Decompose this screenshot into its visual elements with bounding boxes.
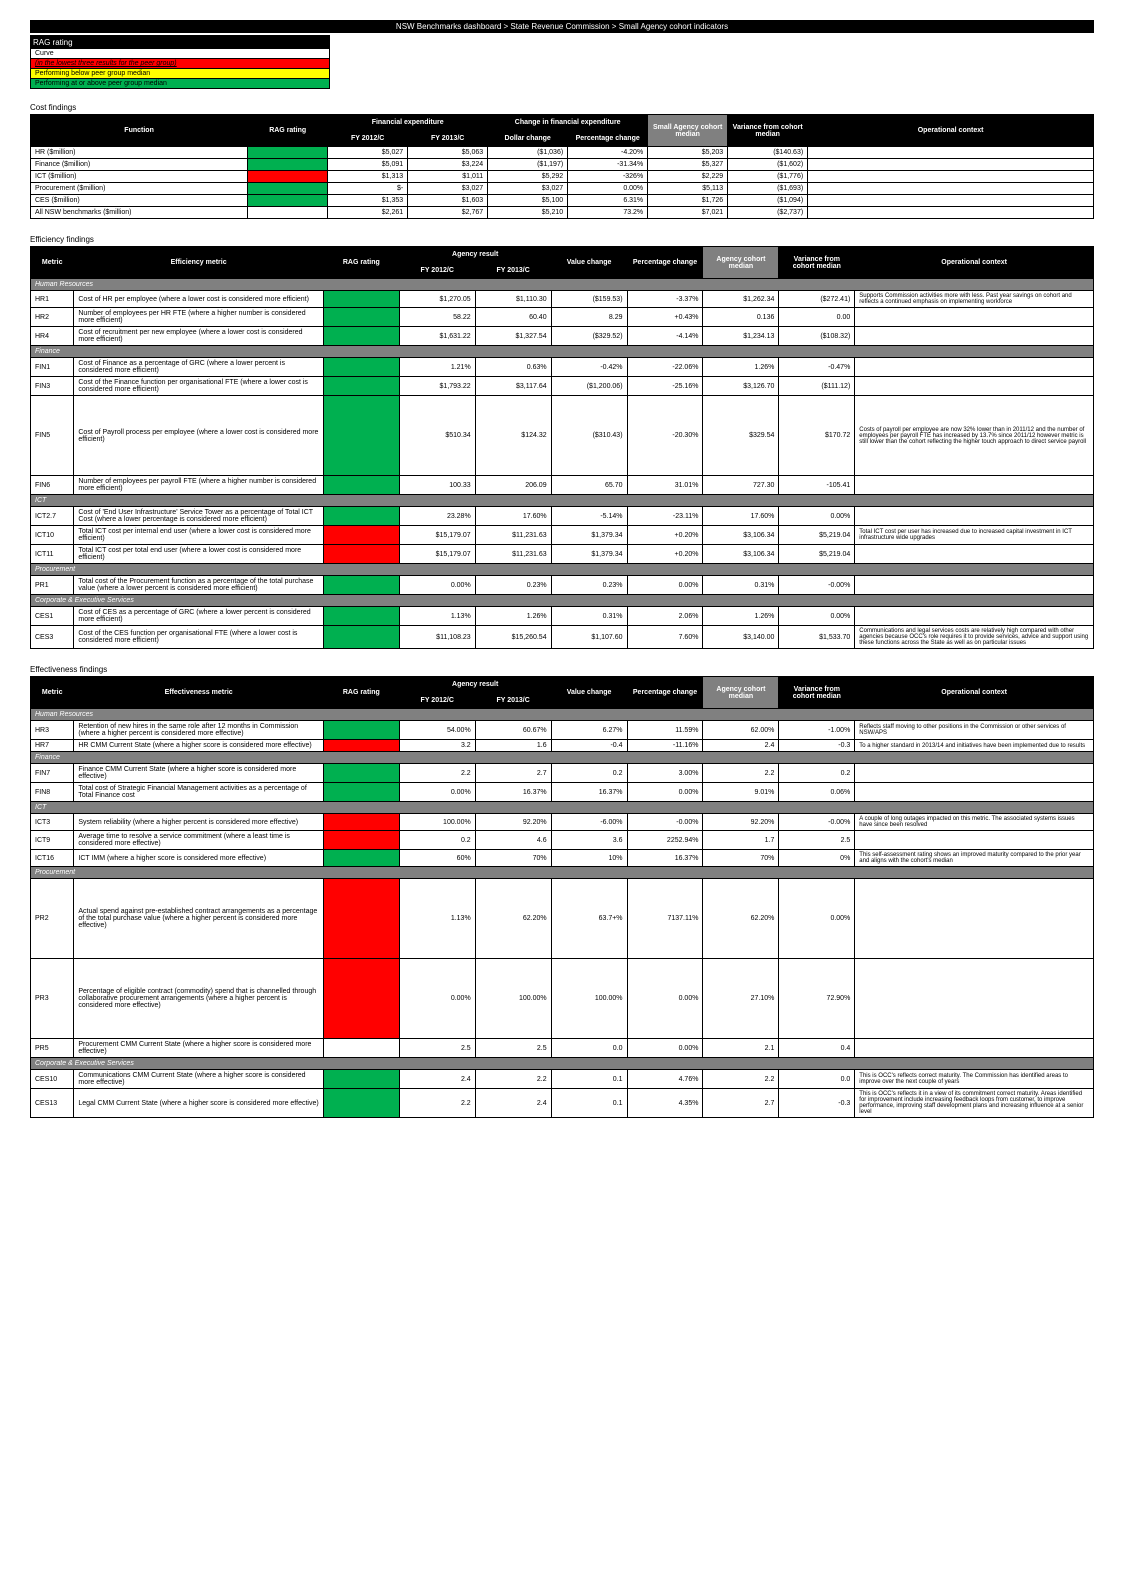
col-effmetric: Efficiency metric (74, 247, 323, 279)
table-row: FIN6Number of employees per payroll FTE … (31, 476, 1094, 495)
col-dc: Dollar change (488, 131, 568, 147)
col-vc: Value change (551, 247, 627, 279)
col-metric3: Metric (31, 677, 74, 709)
section-row: Finance (31, 752, 1094, 764)
col-rag2: RAG rating (323, 247, 399, 279)
col-fy12b: FY 2012/C (399, 263, 475, 279)
col-fy13c: FY 2013/C (475, 693, 551, 709)
legend-curve: Curve (31, 49, 329, 58)
legend-box: RAG rating Curve (in the lowest three re… (30, 35, 330, 89)
col-pc: Percentage change (568, 131, 648, 147)
table-row: ICT10Total ICT cost per internal end use… (31, 526, 1094, 545)
table-row: PR5Procurement CMM Current State (where … (31, 1039, 1094, 1058)
section-row: ICT (31, 802, 1094, 814)
col-fy12c: FY 2012/C (399, 693, 475, 709)
col-change: Change in financial expenditure (488, 115, 648, 131)
table-row: CES10Communications CMM Current State (w… (31, 1070, 1094, 1089)
page-header: NSW Benchmarks dashboard > State Revenue… (30, 20, 1094, 33)
table-row: HR1Cost of HR per employee (where a lowe… (31, 291, 1094, 308)
table-row: PR1Total cost of the Procurement functio… (31, 576, 1094, 595)
table-row: HR2Number of employees per HR FTE (where… (31, 308, 1094, 327)
table-row: ICT16ICT IMM (where a higher score is co… (31, 850, 1094, 867)
section-row: Corporate & Executive Services (31, 1058, 1094, 1070)
table-row: Procurement ($million)$-$3,027$3,0270.00… (31, 183, 1094, 195)
ef-section-title: Effectiveness findings (30, 661, 1094, 676)
table-row: CES13Legal CMM Current State (where a hi… (31, 1089, 1094, 1118)
legend-green: Performing at or above peer group median (31, 79, 329, 88)
col-agencyres: Agency result (399, 247, 551, 263)
table-row: PR2Actual spend against pre-established … (31, 879, 1094, 959)
eff-section-title: Efficiency findings (30, 231, 1094, 246)
col-notes2: Operational context (855, 247, 1094, 279)
col-fy12: FY 2012/C (328, 131, 408, 147)
col-metric: Metric (31, 247, 74, 279)
eff-table: Metric Efficiency metric RAG rating Agen… (30, 246, 1094, 649)
table-row: HR4Cost of recruitment per new employee … (31, 327, 1094, 346)
col-pc3: Percentage change (627, 677, 703, 709)
col-notes3: Operational context (855, 677, 1094, 709)
table-row: Finance ($million)$5,091$3,224($1,197)-3… (31, 159, 1094, 171)
section-row: ICT (31, 495, 1094, 507)
section-row: Human Resources (31, 709, 1094, 721)
col-var3: Variance from cohort median (779, 677, 855, 709)
table-row: CES3Cost of the CES function per organis… (31, 626, 1094, 649)
table-row: HR3Retention of new hires in the same ro… (31, 721, 1094, 740)
table-row: FIN1Cost of Finance as a percentage of G… (31, 358, 1094, 377)
table-row: ICT3System reliability (where a higher p… (31, 814, 1094, 831)
col-pc2: Percentage change (627, 247, 703, 279)
col-var: Variance from cohort median (728, 115, 808, 147)
table-row: FIN5Cost of Payroll process per employee… (31, 396, 1094, 476)
table-row: CES1Cost of CES as a percentage of GRC (… (31, 607, 1094, 626)
col-var2: Variance from cohort median (779, 247, 855, 279)
col-vc3: Value change (551, 677, 627, 709)
table-row: PR3Percentage of eligible contract (comm… (31, 959, 1094, 1039)
table-row: CES ($million)$1,353$1,603$5,1006.31%$1,… (31, 195, 1094, 207)
col-fy13: FY 2013/C (408, 131, 488, 147)
section-row: Human Resources (31, 279, 1094, 291)
col-rag3: RAG rating (323, 677, 399, 709)
cost-section-title: Cost findings (30, 99, 1094, 114)
section-row: Procurement (31, 867, 1094, 879)
ef-table: Metric Effectiveness metric RAG rating A… (30, 676, 1094, 1118)
table-row: ICT11Total ICT cost per total end user (… (31, 545, 1094, 564)
table-row: FIN7Finance CMM Current State (where a h… (31, 764, 1094, 783)
table-row: FIN3Cost of the Finance function per org… (31, 377, 1094, 396)
col-function: Function (31, 115, 248, 147)
cost-table: Function RAG rating Financial expenditur… (30, 114, 1094, 219)
col-notes: Operational context (808, 115, 1094, 147)
table-row: ICT9Average time to resolve a service co… (31, 831, 1094, 850)
legend-curve-desc: (in the lowest three results for the pee… (31, 59, 329, 68)
col-rag: RAG rating (248, 115, 328, 147)
col-cohort: Agency cohort median (703, 247, 779, 279)
col-fy13b: FY 2013/C (475, 263, 551, 279)
section-row: Finance (31, 346, 1094, 358)
col-efmetric: Effectiveness metric (74, 677, 323, 709)
table-row: FIN8Total cost of Strategic Financial Ma… (31, 783, 1094, 802)
col-small: Small Agency cohort median (648, 115, 728, 147)
col-agencyres3: Agency result (399, 677, 551, 693)
table-row: HR7HR CMM Current State (where a higher … (31, 740, 1094, 752)
table-row: HR ($million)$5,027$5,063($1,036)-4.20%$… (31, 147, 1094, 159)
legend-yellow: Performing below peer group median (31, 69, 329, 78)
col-finexp: Financial expenditure (328, 115, 488, 131)
table-row: All NSW benchmarks ($million)$2,261$2,76… (31, 207, 1094, 219)
col-cohort3: Agency cohort median (703, 677, 779, 709)
legend-title: RAG rating (31, 36, 329, 49)
section-row: Procurement (31, 564, 1094, 576)
table-row: ICT ($million)$1,313$1,011$5,292-326%$2,… (31, 171, 1094, 183)
table-row: ICT2.7Cost of 'End User Infrastructure' … (31, 507, 1094, 526)
section-row: Corporate & Executive Services (31, 595, 1094, 607)
